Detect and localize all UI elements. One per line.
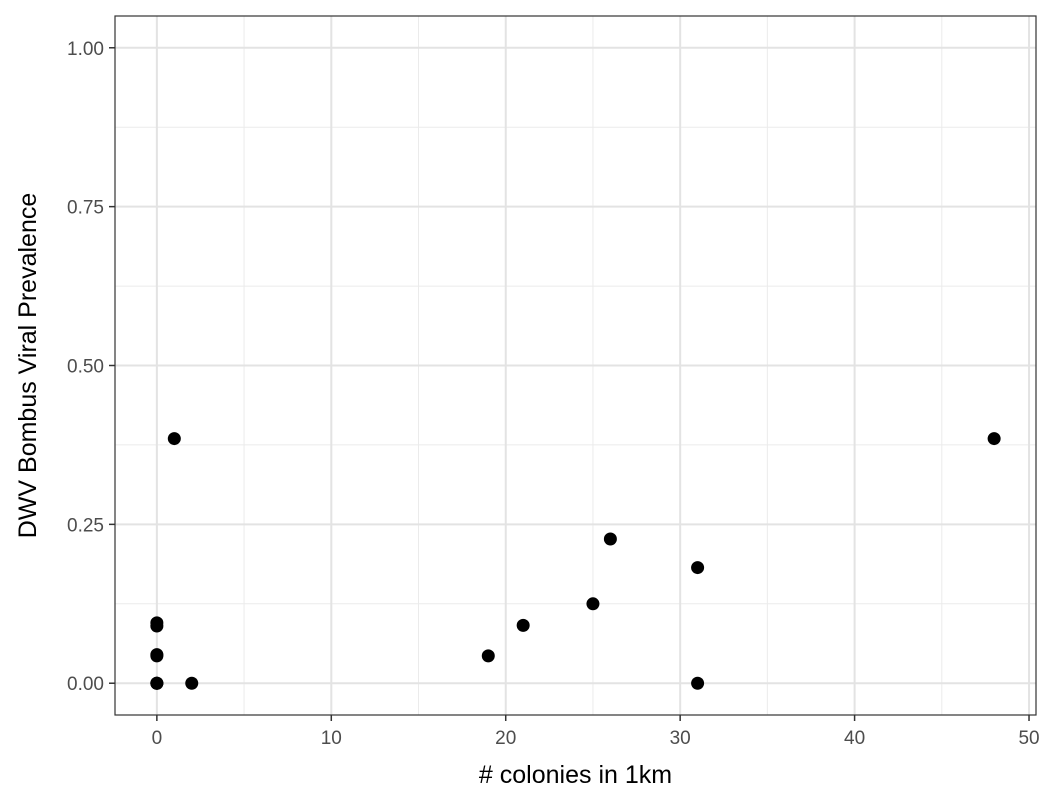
data-point: [167, 432, 181, 446]
data-point: [603, 532, 617, 546]
data-point: [150, 616, 164, 630]
x-tick-label: 30: [670, 728, 691, 749]
y-tick-label: 1.00: [67, 39, 104, 60]
data-point: [150, 648, 164, 662]
y-axis: 0.00 0.25 0.50 0.75 1.00: [67, 39, 115, 695]
data-point: [150, 676, 164, 690]
data-point: [691, 676, 705, 690]
data-point: [987, 432, 1001, 446]
x-tick-label: 20: [495, 728, 516, 749]
y-tick-label: 0.00: [67, 674, 104, 695]
x-tick-label: 50: [1018, 728, 1039, 749]
data-point: [481, 649, 495, 663]
y-tick-label: 0.25: [67, 515, 104, 536]
data-point: [185, 676, 199, 690]
x-tick-label: 40: [844, 728, 865, 749]
data-point: [691, 561, 705, 575]
y-tick-label: 0.75: [67, 198, 104, 219]
data-points: [150, 432, 1001, 690]
data-point: [516, 618, 530, 632]
y-axis-title: DWV Bombus Viral Prevalence: [14, 193, 42, 539]
y-tick-label: 0.50: [67, 357, 104, 378]
x-axis: 0 10 20 30 40 50: [152, 715, 1040, 749]
major-gridlines: [115, 16, 1036, 715]
x-axis-title: # colonies in 1km: [479, 761, 672, 789]
data-point: [586, 597, 600, 611]
x-tick-label: 0: [152, 728, 163, 749]
x-tick-label: 10: [321, 728, 342, 749]
